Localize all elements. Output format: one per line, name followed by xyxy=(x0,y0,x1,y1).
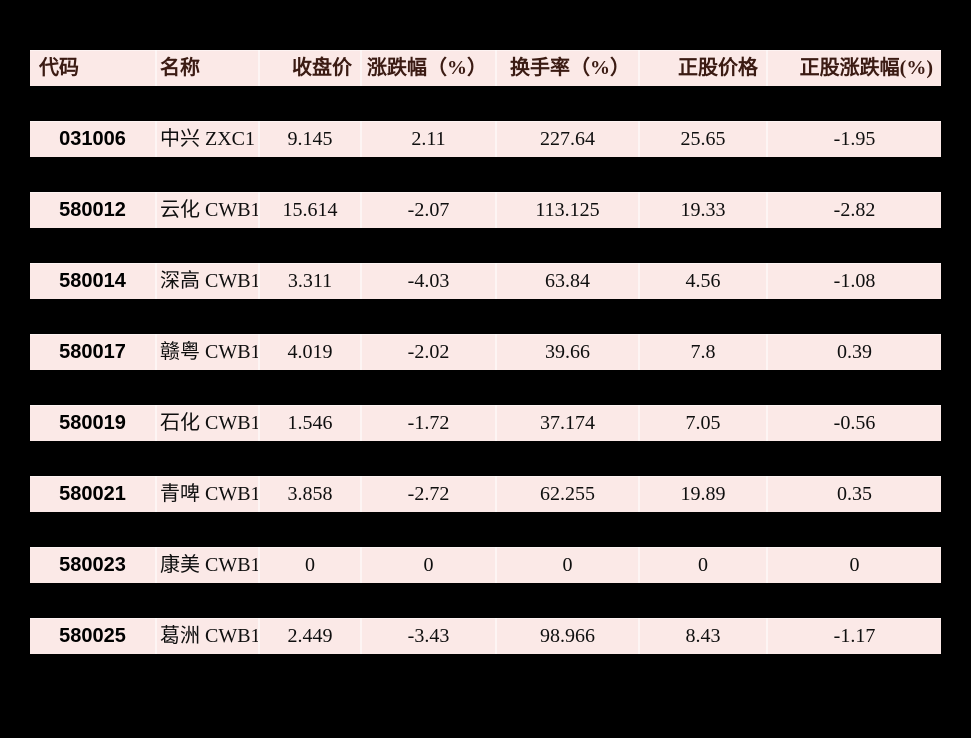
cell-name: 中兴 ZXC1 xyxy=(155,121,258,157)
cell-stock-change-pct: -0.56 xyxy=(766,405,941,441)
cell-turnover-pct: 62.255 xyxy=(495,476,638,512)
cell-code: 580019 xyxy=(59,412,126,434)
cell-stock-change-pct: 0 xyxy=(766,547,941,583)
cell-name: 青啤 CWB1 xyxy=(155,476,258,512)
cell-turnover-pct: 227.64 xyxy=(495,121,638,157)
cell-close: 4.019 xyxy=(258,334,360,370)
table-header-row: 代码 名称 收盘价 涨跌幅（%） 换手率（%） 正股价格 正股涨跌幅(%) xyxy=(30,50,941,86)
cell-close: 3.858 xyxy=(258,476,360,512)
table-row: 580017 赣粤 CWB1 4.019 -2.02 39.66 7.8 0.3… xyxy=(30,334,941,370)
cell-code: 580023 xyxy=(59,554,126,576)
cell-change-pct: -2.02 xyxy=(360,334,495,370)
cell-turnover-pct: 0 xyxy=(495,547,638,583)
cell-code: 580021 xyxy=(59,483,126,505)
cell-name: 葛洲 CWB1 xyxy=(155,618,258,654)
cell-stock-change-pct: 0.35 xyxy=(766,476,941,512)
cell-stock-change-pct: -2.82 xyxy=(766,192,941,228)
header-cell-name: 名称 xyxy=(155,50,258,86)
table-row: 580014 深高 CWB1 3.311 -4.03 63.84 4.56 -1… xyxy=(30,263,941,299)
cell-change-pct: 2.11 xyxy=(360,121,495,157)
cell-name: 石化 CWB1 xyxy=(155,405,258,441)
cell-name: 深高 CWB1 xyxy=(155,263,258,299)
cell-turnover-pct: 63.84 xyxy=(495,263,638,299)
cell-code: 580012 xyxy=(59,199,126,221)
cell-stock-price: 19.89 xyxy=(638,476,766,512)
cell-stock-price: 25.65 xyxy=(638,121,766,157)
header-cell-turnover-pct: 换手率（%） xyxy=(495,50,638,86)
table-row: 580021 青啤 CWB1 3.858 -2.72 62.255 19.89 … xyxy=(30,476,941,512)
cell-change-pct: -3.43 xyxy=(360,618,495,654)
cell-code: 031006 xyxy=(59,128,126,150)
header-cell-close: 收盘价 xyxy=(258,50,360,86)
cell-name: 康美 CWB1 xyxy=(155,547,258,583)
cell-change-pct: -1.72 xyxy=(360,405,495,441)
header-cell-stock-price: 正股价格 xyxy=(638,50,766,86)
cell-close: 0 xyxy=(258,547,360,583)
table-row: 580012 云化 CWB1 15.614 -2.07 113.125 19.3… xyxy=(30,192,941,228)
cell-stock-price: 7.05 xyxy=(638,405,766,441)
cell-close: 2.449 xyxy=(258,618,360,654)
header-cell-stock-change-pct: 正股涨跌幅(%) xyxy=(766,50,941,86)
cell-change-pct: -2.07 xyxy=(360,192,495,228)
cell-stock-change-pct: -1.17 xyxy=(766,618,941,654)
cell-turnover-pct: 98.966 xyxy=(495,618,638,654)
cell-close: 1.546 xyxy=(258,405,360,441)
cell-code: 580025 xyxy=(59,625,126,647)
table-row: 031006 中兴 ZXC1 9.145 2.11 227.64 25.65 -… xyxy=(30,121,941,157)
cell-stock-change-pct: 0.39 xyxy=(766,334,941,370)
cell-change-pct: -4.03 xyxy=(360,263,495,299)
cell-turnover-pct: 37.174 xyxy=(495,405,638,441)
header-cell-code: 代码 xyxy=(39,57,79,79)
cell-stock-change-pct: -1.95 xyxy=(766,121,941,157)
cell-change-pct: -2.72 xyxy=(360,476,495,512)
cell-stock-price: 0 xyxy=(638,547,766,583)
cell-change-pct: 0 xyxy=(360,547,495,583)
table-row: 580023 康美 CWB1 0 0 0 0 0 xyxy=(30,547,941,583)
cell-stock-price: 7.8 xyxy=(638,334,766,370)
cell-turnover-pct: 39.66 xyxy=(495,334,638,370)
cell-stock-price: 8.43 xyxy=(638,618,766,654)
cell-close: 3.311 xyxy=(258,263,360,299)
cell-code: 580014 xyxy=(59,270,126,292)
table-row: 580019 石化 CWB1 1.546 -1.72 37.174 7.05 -… xyxy=(30,405,941,441)
cell-close: 9.145 xyxy=(258,121,360,157)
cell-name: 云化 CWB1 xyxy=(155,192,258,228)
cell-stock-price: 4.56 xyxy=(638,263,766,299)
cell-name: 赣粤 CWB1 xyxy=(155,334,258,370)
cell-close: 15.614 xyxy=(258,192,360,228)
header-cell-change-pct: 涨跌幅（%） xyxy=(360,50,495,86)
table-row: 580025 葛洲 CWB1 2.449 -3.43 98.966 8.43 -… xyxy=(30,618,941,654)
cell-code: 580017 xyxy=(59,341,126,363)
cell-stock-change-pct: -1.08 xyxy=(766,263,941,299)
cell-turnover-pct: 113.125 xyxy=(495,192,638,228)
cell-stock-price: 19.33 xyxy=(638,192,766,228)
